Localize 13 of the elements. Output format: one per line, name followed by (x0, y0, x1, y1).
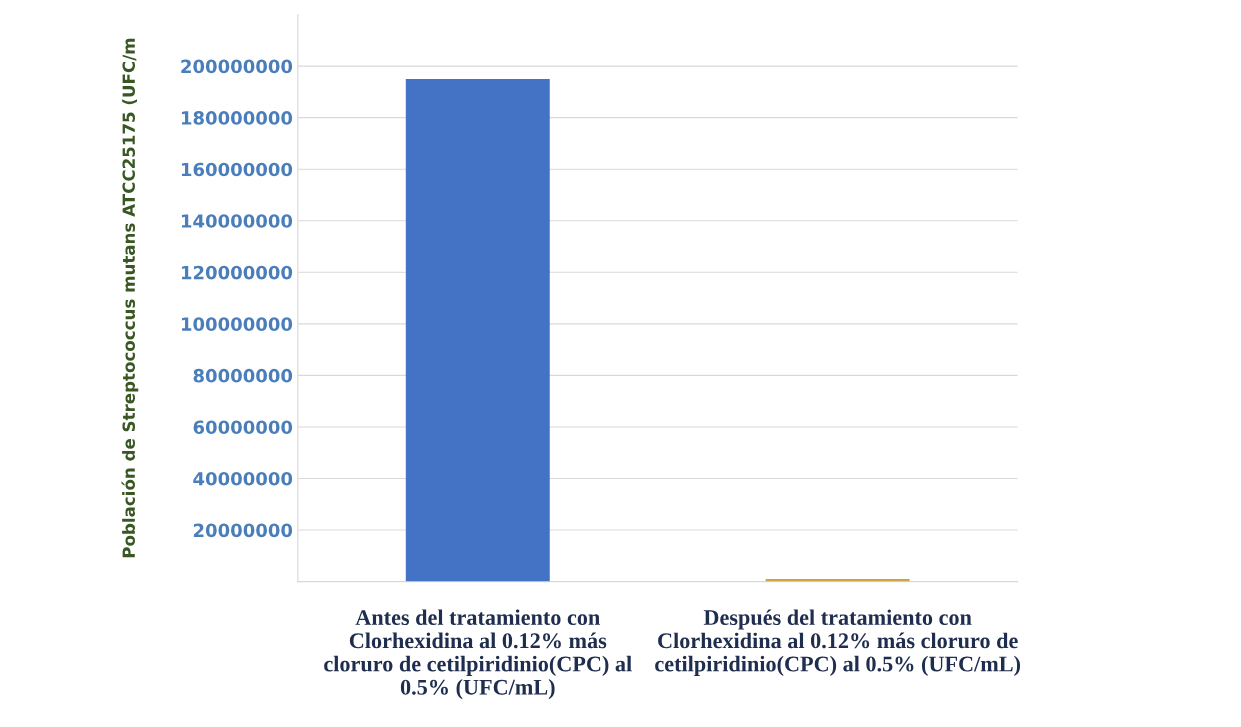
y-tick-label: 160000000 (181, 162, 293, 177)
y-tick-label: 120000000 (181, 265, 293, 280)
y-tick-label: 200000000 (181, 59, 293, 74)
x-tick-label: Antes del tratamiento con Clorhexidina al 0.12% más cloruro de cetilpiridinio(CPC) al 0.5% (UFC/mL) (324, 609, 632, 700)
y-tick-label: 60000000 (193, 420, 293, 435)
y-tick-label: 20000000 (193, 523, 293, 538)
y-axis-title: Población de Streptococcus mutans ATCC25175 (UFC/m (121, 38, 139, 558)
y-tick-label: 40000000 (193, 471, 293, 486)
y-tick-label: 180000000 (181, 111, 293, 125)
x-tick-label: Después del tratamiento con Clorhexidina al 0.12% más cloruro de cetilpiridinio(CPC) al 0.5% (UFC/mL) (655, 609, 1021, 677)
y-tick-label: 80000000 (193, 368, 293, 383)
y-tick-label: 140000000 (181, 214, 293, 228)
y-tick-label: 100000000 (181, 317, 293, 331)
